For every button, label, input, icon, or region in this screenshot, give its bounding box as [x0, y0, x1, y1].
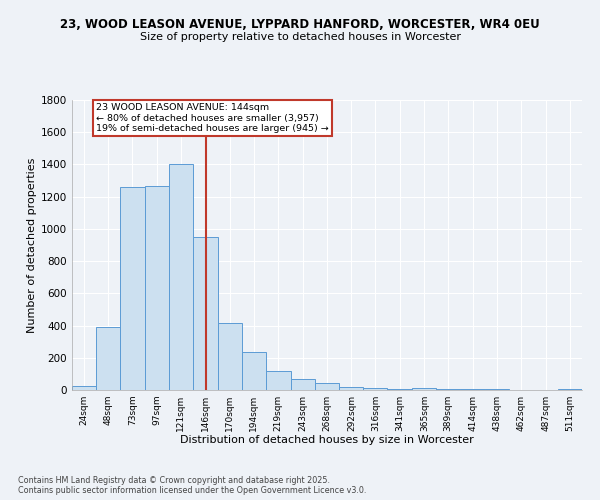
Y-axis label: Number of detached properties: Number of detached properties	[27, 158, 37, 332]
Bar	[145, 186, 169, 390]
Bar	[436, 389, 460, 390]
Text: 23, WOOD LEASON AVENUE, LYPPARD HANFORD, WORCESTER, WR4 0EU: 23, WOOD LEASON AVENUE, LYPPARD HANFORD,…	[60, 18, 540, 30]
Bar	[340, 387, 364, 390]
Bar	[388, 389, 412, 390]
Bar	[290, 378, 314, 390]
Bar	[218, 323, 242, 390]
Bar	[169, 164, 193, 390]
Bar	[193, 237, 218, 390]
Bar	[96, 327, 120, 390]
Text: Size of property relative to detached houses in Worcester: Size of property relative to detached ho…	[139, 32, 461, 42]
Bar	[485, 389, 509, 390]
Bar	[120, 187, 145, 390]
Text: 23 WOOD LEASON AVENUE: 144sqm
← 80% of detached houses are smaller (3,957)
19% o: 23 WOOD LEASON AVENUE: 144sqm ← 80% of d…	[96, 103, 329, 133]
Bar	[558, 389, 582, 390]
Bar	[314, 383, 340, 390]
Bar	[412, 388, 436, 390]
Bar	[266, 372, 290, 390]
Text: Contains HM Land Registry data © Crown copyright and database right 2025.
Contai: Contains HM Land Registry data © Crown c…	[18, 476, 367, 495]
Bar	[364, 388, 388, 390]
Bar	[242, 352, 266, 390]
Bar	[460, 389, 485, 390]
X-axis label: Distribution of detached houses by size in Worcester: Distribution of detached houses by size …	[180, 436, 474, 446]
Bar	[72, 386, 96, 390]
